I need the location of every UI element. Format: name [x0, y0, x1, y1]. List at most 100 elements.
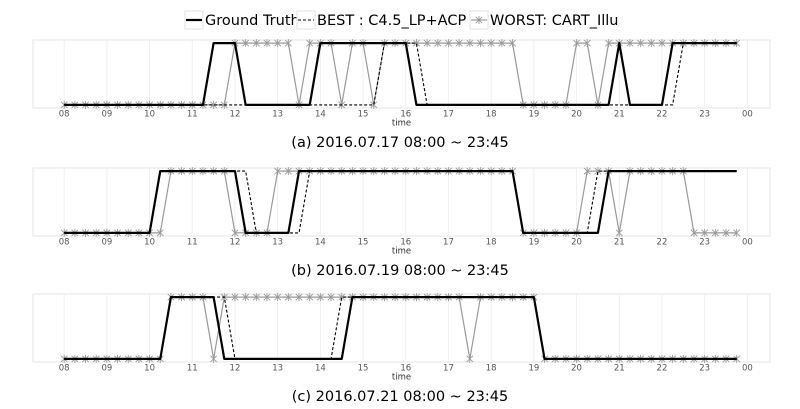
point-marker: [466, 354, 474, 363]
x-tick-label: 23: [699, 364, 710, 374]
x-tick-label: 09: [101, 238, 112, 248]
x-axis-title: time: [392, 373, 411, 383]
x-tick-label: 14: [315, 364, 326, 374]
point-marker: [658, 39, 666, 48]
point-marker: [722, 228, 730, 237]
point-marker: [444, 39, 452, 48]
point-marker: [295, 293, 303, 302]
x-tick-label: 13: [272, 110, 283, 120]
panel-caption: (b) 2016.07.19 08:00 ~ 23:45: [291, 263, 509, 279]
point-marker: [626, 39, 634, 48]
x-tick-label: 18: [486, 110, 497, 120]
x-axis-title: time: [392, 119, 411, 129]
x-tick-label: 17: [443, 364, 454, 374]
x-tick-label: 08: [59, 238, 70, 248]
x-tick-label: 00: [742, 110, 753, 120]
point-marker: [733, 228, 741, 237]
legend-label: WORST: CART_Illu: [490, 13, 618, 29]
x-tick-label: 21: [614, 110, 625, 120]
point-marker: [573, 39, 581, 48]
panel: 08 09 10 11 12 13 14 15 16 17 18 19 20 21 22 23 00 time (b…: [32, 167, 771, 279]
legend-label: BEST : C4.5_LP+ACP: [317, 13, 466, 29]
x-tick-label: 22: [657, 364, 668, 374]
x-tick-label: 19: [528, 110, 539, 120]
x-tick-label: 18: [486, 238, 497, 248]
point-marker: [156, 228, 164, 237]
x-tick-label: 15: [358, 364, 369, 374]
point-marker: [605, 39, 613, 48]
point-marker: [242, 39, 250, 48]
x-tick-label: 10: [144, 110, 155, 120]
x-tick-label: 11: [187, 364, 198, 374]
panel: 08 09 10 11 12 13 14 15 16 17 18 19 20 21 22 23 00 time (c…: [32, 293, 771, 405]
x-tick-label: 14: [315, 238, 326, 248]
point-marker: [701, 228, 709, 237]
point-marker: [487, 39, 495, 48]
x-tick-label: 09: [101, 110, 112, 120]
x-tick-label: 16: [400, 238, 411, 248]
x-tick-label: 12: [230, 110, 241, 120]
x-tick-label: 21: [614, 364, 625, 374]
x-tick-label: 21: [614, 238, 625, 248]
x-tick-label: 00: [742, 364, 753, 374]
x-tick-label: 10: [144, 364, 155, 374]
point-marker: [690, 228, 698, 237]
x-tick-label: 18: [486, 364, 497, 374]
x-tick-label: 20: [571, 364, 582, 374]
point-marker: [476, 39, 485, 48]
series-line: [64, 41, 737, 107]
x-tick-label: 23: [699, 238, 710, 248]
point-marker: [615, 228, 623, 237]
x-tick-label: 13: [272, 238, 283, 248]
x-tick-label: 15: [358, 238, 369, 248]
x-tick-label: 14: [315, 110, 326, 120]
x-tick-label: 19: [528, 238, 539, 248]
x-tick-label: 16: [400, 110, 411, 120]
point-marker: [733, 39, 741, 48]
point-marker: [423, 39, 431, 48]
x-tick-label: 00: [742, 238, 753, 248]
x-tick-label: 22: [657, 238, 668, 248]
point-marker: [274, 293, 282, 302]
point-marker: [231, 228, 239, 237]
x-tick-label: 16: [400, 364, 411, 374]
point-marker: [242, 293, 250, 302]
x-tick-label: 13: [272, 364, 283, 374]
point-marker: [274, 39, 282, 48]
point-marker: [252, 293, 260, 302]
x-tick-label: 17: [443, 110, 454, 120]
x-tick-label: 10: [144, 238, 155, 248]
point-marker: [733, 354, 741, 363]
x-tick-label: 15: [358, 110, 369, 120]
panel: 08 09 10 11 12 13 14 15 16 17 18 19 20 21 22 23 00 time (a…: [32, 39, 771, 151]
series-line: [64, 295, 737, 361]
point-marker: [284, 167, 292, 176]
legend: Ground Truth BEST : C4.5_LP+ACP WORST: CAR…: [184, 10, 618, 30]
x-axis-title: time: [392, 247, 411, 257]
point-marker: [647, 39, 655, 48]
point-marker: [475, 16, 483, 24]
point-marker: [583, 39, 591, 48]
panel-caption: (c) 2016.07.21 08:00 ~ 23:45: [292, 389, 508, 405]
point-marker: [274, 167, 282, 176]
point-marker: [210, 354, 218, 363]
point-marker: [434, 39, 442, 48]
x-tick-label: 20: [571, 110, 582, 120]
point-marker: [583, 167, 591, 176]
x-tick-label: 12: [230, 238, 241, 248]
point-marker: [306, 39, 314, 48]
x-tick-label: 19: [528, 364, 539, 374]
plot-area: [32, 167, 771, 237]
point-marker: [509, 39, 517, 48]
point-marker: [263, 39, 271, 48]
point-marker: [455, 39, 463, 48]
plot-area: [32, 293, 771, 363]
x-tick-label: 11: [187, 238, 198, 248]
x-tick-label: 11: [187, 110, 198, 120]
point-marker: [316, 293, 324, 302]
point-marker: [498, 39, 506, 48]
x-tick-label: 09: [101, 364, 112, 374]
point-marker: [263, 293, 271, 302]
x-tick-label: 23: [699, 110, 710, 120]
